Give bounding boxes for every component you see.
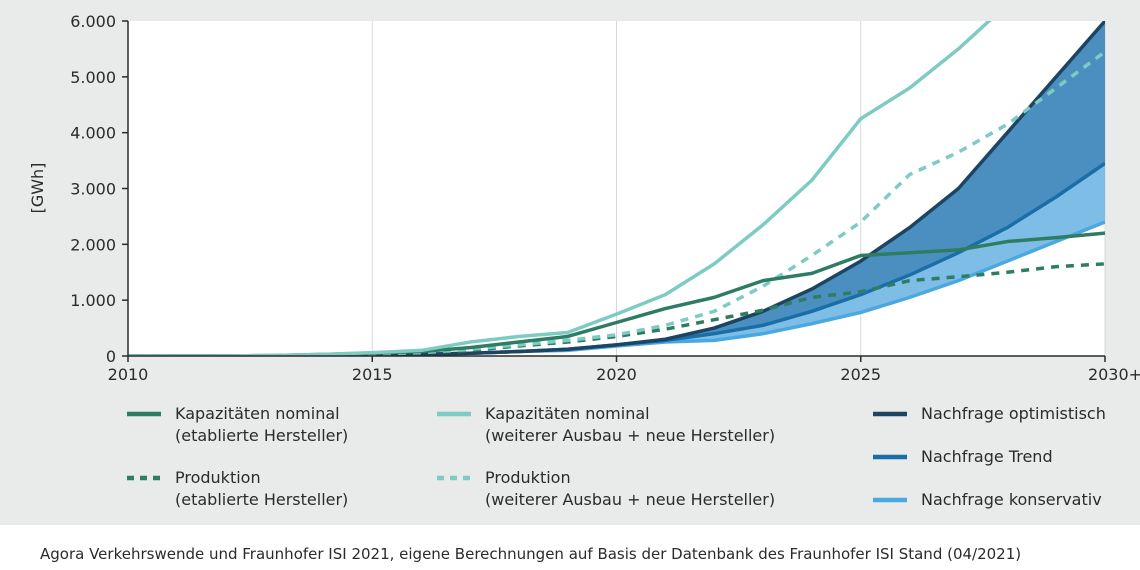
legend-swatch [873,411,907,417]
demand-band [128,163,1105,356]
legend-sublabel: (etablierte Hersteller) [175,426,349,445]
source-note: Agora Verkehrswende und Fraunhofer ISI 2… [40,545,1022,563]
x-tick-label: 2030+ [1088,365,1140,384]
legend-label: Kapazitäten nominal [485,404,650,423]
legend-swatch [127,475,161,481]
x-tick-label: 2010 [108,365,149,384]
legend-item-nachfrage-optimistisch: Nachfrage optimistisch [873,403,1106,425]
y-tick-label: 0 [106,347,116,366]
legend-label: Kapazitäten nominal [175,404,340,423]
legend-swatch [873,497,907,503]
chart: 0 1.000 2.000 3.000 4.000 5.000 6.000 2010 2015 2… [28,12,1140,384]
legend-sublabel: (weiterer Ausbau + neue Hersteller) [485,490,776,509]
legend-item-produktion-etabliert: Produktion (etablierte Hersteller) [127,467,348,511]
legend-label: Nachfrage konservativ [921,490,1102,509]
y-tick-label: 6.000 [70,12,116,31]
legend-label: Nachfrage Trend [921,447,1053,466]
y-axis-label: [GWh] [28,163,47,214]
axes: 0 1.000 2.000 3.000 4.000 5.000 6.000 2010 2015 2… [70,12,1140,384]
x-tick-label: 2015 [352,365,393,384]
legend: Kapazitäten nominal (etablierte Herstelle… [127,403,1106,511]
legend-item-kapazitaeten-neu: Kapazitäten nominal (weiterer Ausbau + ne… [437,403,775,447]
legend-label: Nachfrage optimistisch [921,404,1106,423]
footer: Agora Verkehrswende und Fraunhofer ISI 2… [0,525,1140,570]
legend-item-produktion-neu: Produktion (weiterer Ausbau + neue Herste… [437,467,775,511]
legend-sublabel: (weiterer Ausbau + neue Hersteller) [485,426,776,445]
legend-sublabel: (etablierte Hersteller) [175,490,349,509]
demand-band [128,21,1105,356]
legend-swatch [437,411,471,417]
x-tick-label: 2020 [596,365,637,384]
x-tick-label: 2025 [840,365,881,384]
legend-item-kapazitaeten-etabliert: Kapazitäten nominal (etablierte Herstelle… [127,403,348,447]
y-tick-label: 3.000 [70,180,116,199]
legend-item-nachfrage-trend: Nachfrage Trend [873,446,1053,468]
demand-bands [128,21,1105,356]
y-tick-label: 1.000 [70,291,116,310]
legend-swatch [127,411,161,417]
y-tick-label: 2.000 [70,235,116,254]
legend-swatch [873,454,907,460]
legend-item-nachfrage-konservativ: Nachfrage konservativ [873,489,1102,511]
y-tick-label: 4.000 [70,124,116,143]
y-tick-label: 5.000 [70,68,116,87]
legend-label: Produktion [175,468,261,487]
legend-label: Produktion [485,468,571,487]
legend-swatch [437,475,471,481]
